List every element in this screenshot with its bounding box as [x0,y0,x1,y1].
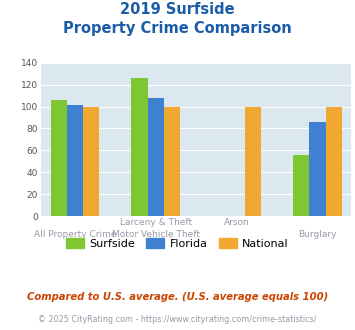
Bar [326,107,342,216]
Text: Property Crime Comparison: Property Crime Comparison [63,21,292,36]
Bar [50,100,67,216]
Bar [293,155,310,216]
Bar [310,122,326,216]
Bar [245,107,261,216]
Text: All Property Crime: All Property Crime [34,230,116,239]
Text: Motor Vehicle Theft: Motor Vehicle Theft [112,230,200,239]
Legend: Surfside, Florida, National: Surfside, Florida, National [62,234,293,253]
Text: Arson: Arson [224,218,250,227]
Bar [148,98,164,216]
Bar [67,106,83,216]
Bar [164,107,180,216]
Text: © 2025 CityRating.com - https://www.cityrating.com/crime-statistics/: © 2025 CityRating.com - https://www.city… [38,315,317,324]
Bar [131,78,148,216]
Text: Compared to U.S. average. (U.S. average equals 100): Compared to U.S. average. (U.S. average … [27,292,328,302]
Text: 2019 Surfside: 2019 Surfside [120,2,235,16]
Text: Larceny & Theft: Larceny & Theft [120,218,192,227]
Text: Burglary: Burglary [298,230,337,239]
Bar [83,107,99,216]
